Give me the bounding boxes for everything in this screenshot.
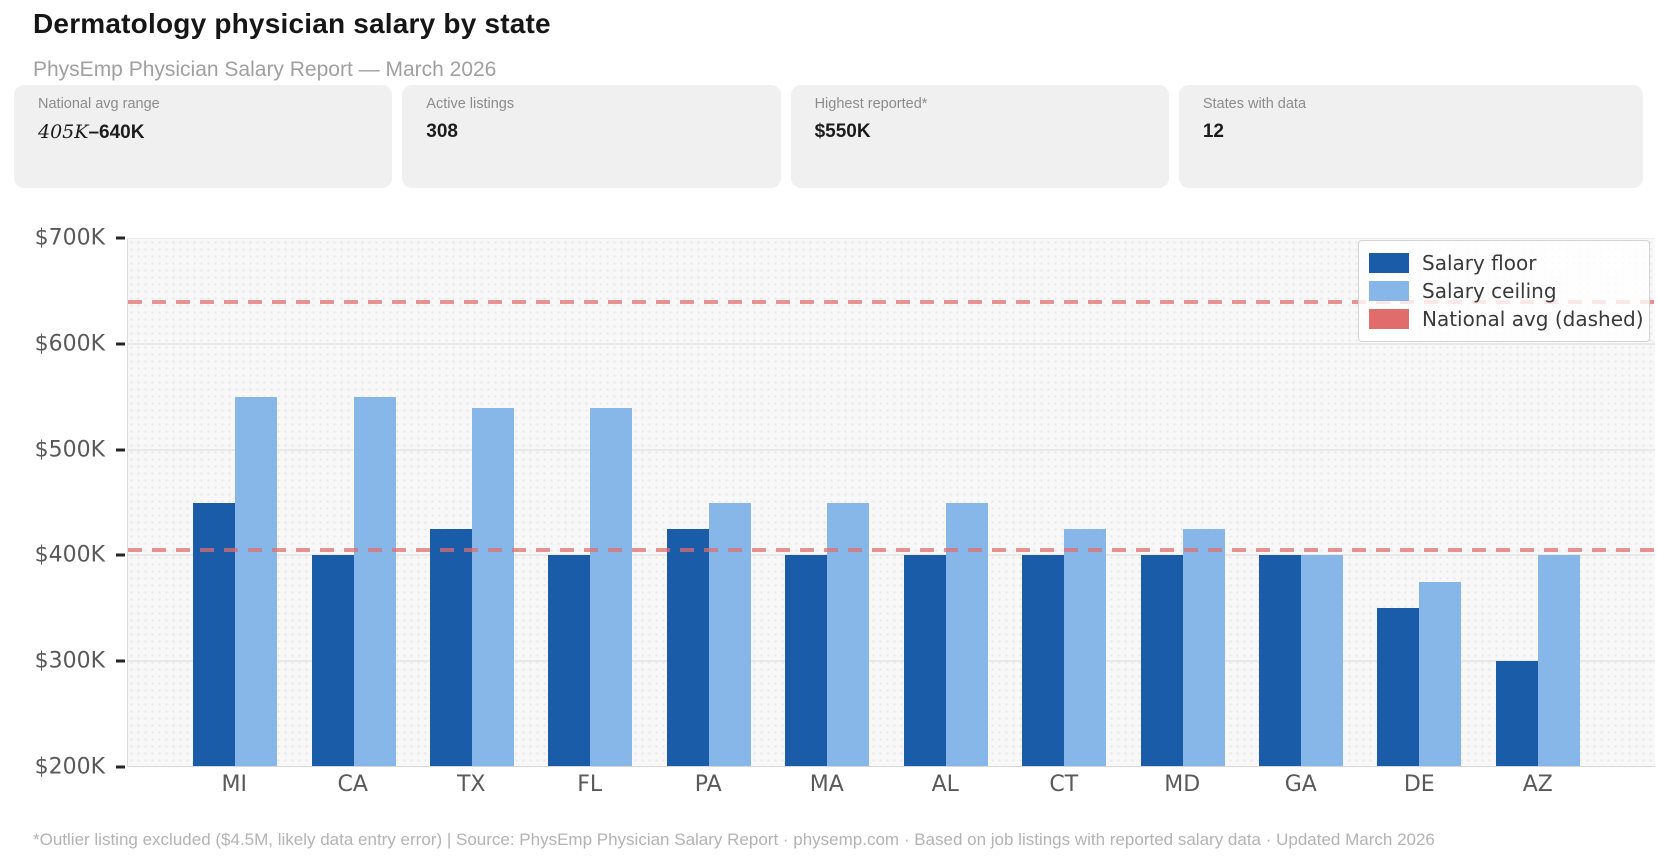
bar-group-AL [887,239,1005,766]
stat-value-start: 405K [38,121,89,143]
y-axis: $200K $300K $400K $500K $600K $700K [0,226,127,780]
national-avg-line-640k [128,300,1655,305]
bar-MD-salary-ceiling [1182,528,1225,766]
x-tick-label-DE: DE [1403,772,1435,797]
bar-CA-salary-ceiling [353,397,396,766]
stat-label: Highest reported* [814,96,928,112]
bar-FL-salary-floor [548,555,591,766]
legend-swatch-icon [1369,309,1409,329]
legend-row-national-avg-dashed-: National avg (dashed) [1369,305,1644,333]
x-tick-label-PA: PA [694,772,722,797]
legend-row-salary-ceiling: Salary ceiling [1369,277,1639,305]
x-tick-label-CT: CT [1049,772,1079,797]
y-tick-mark [116,659,125,663]
y-tick-mark [116,553,125,557]
gridline-$600K [128,343,1655,346]
x-axis: MI CA TX FL PA MA AL CT MD GA DE AZ [127,772,1655,802]
x-tick-label-AZ: AZ [1522,772,1553,797]
x-tick-label-MA: MA [809,772,844,797]
footer-note: *Outlier listing excluded ($4.5M, likely… [33,830,1435,849]
y-tick-label: $300K [34,648,105,674]
bar-CA-salary-floor [311,555,354,766]
bar-MI-salary-ceiling [235,397,278,766]
bar-group-PA [650,239,768,766]
bar-group-CT [1005,239,1123,766]
bars-layer [128,239,1655,766]
page-title: Dermatology physician salary by state [33,8,551,39]
x-tick-label-GA: GA [1284,772,1317,797]
stat-card-active-listings: Active listings 308 [402,85,781,188]
x-tick-label-MI: MI [221,772,247,797]
legend-row-salary-floor: Salary floor [1369,249,1639,277]
stat-value: 12 [1202,121,1224,142]
bar-DE-salary-floor [1377,607,1420,766]
bar-PA-salary-ceiling [708,502,751,766]
bar-FL-salary-ceiling [590,407,633,766]
stat-value: 308 [426,121,458,142]
bar-group-AZ [1479,239,1597,766]
bar-group-CA [294,239,412,766]
bar-TX-salary-ceiling [472,407,515,766]
stat-value: $550K [814,121,871,142]
bar-group-MD [1123,239,1241,766]
chart-legend: Salary floor Salary ceiling National avg (… [1358,240,1650,342]
bar-MA-salary-ceiling [827,502,870,766]
y-tick-label: $200K [34,754,105,780]
y-tick-label: $500K [34,437,105,463]
x-tick-label-FL: FL [577,772,603,797]
stat-cards-row: National avg range 405K–640K Active list… [14,85,1643,188]
bar-MI-salary-floor [193,502,236,766]
stat-card-national-avg-range: National avg range 405K–640K [14,85,393,188]
bar-group-GA [1242,239,1360,766]
page-subtitle: PhysEmp Physician Salary Report — March … [33,58,497,81]
y-tick-label: $400K [34,542,105,568]
bar-AL-salary-ceiling [945,502,988,766]
national-avg-line-405k [128,547,1655,552]
bar-group-MI [176,239,294,766]
y-tick-mark [116,765,125,769]
legend-swatch-icon [1369,253,1409,273]
bar-MD-salary-floor [1140,555,1183,766]
x-tick-label-AL: AL [931,772,959,797]
stat-card-states-with-data: States with data 12 [1178,85,1643,188]
bar-DE-salary-ceiling [1419,581,1462,766]
stat-value-end: –640K [88,122,145,143]
y-tick-mark [116,236,125,240]
stat-value: 405K–640K [38,121,368,144]
stat-label: Active listings [426,96,515,112]
bar-AZ-salary-ceiling [1537,555,1580,766]
legend-label: National avg (dashed) [1422,307,1644,331]
y-tick-label: $700K [34,225,105,251]
bar-GA-salary-ceiling [1301,555,1343,766]
legend-label: Salary ceiling [1422,279,1557,303]
gridline-$400K [128,554,1655,557]
bar-CT-salary-floor [1022,555,1065,766]
x-tick-label-MD: MD [1164,772,1201,797]
gridline-$500K [128,448,1655,451]
x-tick-label-TX: TX [456,772,486,797]
bar-MA-salary-floor [785,555,828,766]
bar-CT-salary-ceiling [1064,528,1107,766]
stat-label: National avg range [38,96,160,112]
x-tick-label-CA: CA [337,772,368,797]
bar-group-TX [413,239,531,766]
legend-label: Salary floor [1422,251,1537,275]
legend-swatch-icon [1369,281,1409,301]
gridline-$300K [128,659,1655,662]
stat-card-highest-reported: Highest reported* $550K [790,85,1169,188]
bar-AL-salary-floor [903,555,946,766]
bar-AZ-salary-floor [1495,660,1538,766]
stat-label: States with data [1202,96,1307,112]
bar-group-DE [1360,239,1478,766]
bar-TX-salary-floor [430,528,473,766]
y-tick-mark [116,342,125,346]
bar-group-FL [531,239,649,766]
y-tick-label: $600K [34,331,105,357]
bar-PA-salary-floor [666,528,709,766]
bar-GA-salary-floor [1259,555,1301,766]
y-tick-mark [116,448,125,452]
bar-group-MA [768,239,886,766]
